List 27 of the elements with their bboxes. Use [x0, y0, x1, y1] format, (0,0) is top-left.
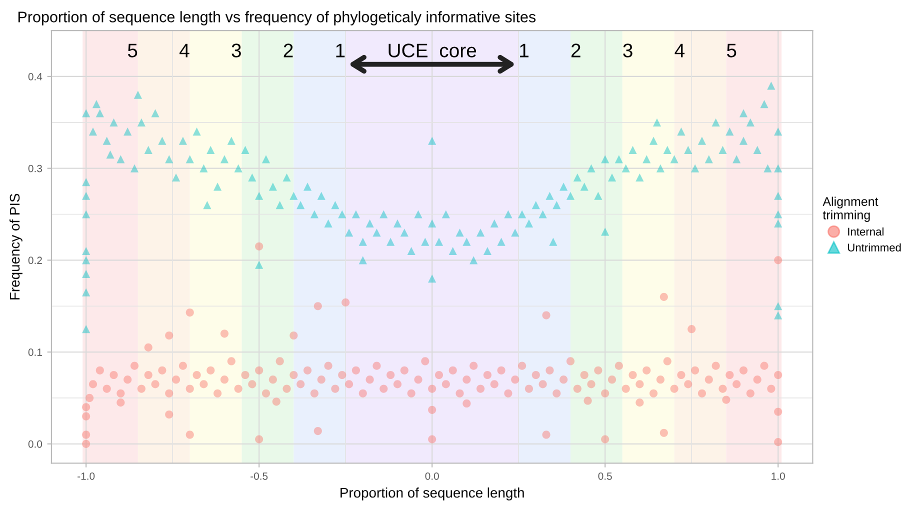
band-label: 3 — [232, 44, 241, 58]
y-tick-label: 0.0 — [28, 440, 42, 448]
x-tick-label: 0.5 — [598, 472, 612, 480]
x-tick-label: -1.0 — [78, 472, 95, 480]
band-label: 5 — [128, 44, 138, 58]
band-label: 3 — [623, 44, 632, 58]
legend-label: Untrimmed — [848, 243, 901, 252]
x-tick-label: -0.5 — [250, 472, 268, 480]
band-label: 4 — [674, 44, 685, 58]
band-label: 1 — [336, 44, 345, 58]
y-tick-label: 0.4 — [28, 72, 42, 80]
band-label: 5 — [726, 44, 736, 58]
y-tick-label: 0.3 — [28, 164, 42, 172]
y-tick-label: 0.2 — [28, 256, 42, 264]
band-label: 1 — [520, 44, 528, 58]
x-tick-label: 0.0 — [425, 472, 439, 480]
band-label: 4 — [180, 44, 190, 58]
y-tick-label: 0.1 — [28, 348, 42, 356]
band-label: UCE core — [388, 44, 476, 58]
band-label: 2 — [284, 44, 293, 58]
y-axis-title: Frequency of PIS — [9, 194, 22, 300]
legend-title: Alignment trimming — [822, 196, 878, 222]
x-axis-title: Proportion of sequence length — [340, 487, 524, 500]
x-tick-label: 1.0 — [772, 472, 785, 480]
legend-label: Internal — [848, 227, 884, 236]
band-label: 2 — [571, 44, 580, 58]
chart-title: Proportion of sequence length vs frequency of phylogeticaly informative sites — [18, 11, 536, 26]
